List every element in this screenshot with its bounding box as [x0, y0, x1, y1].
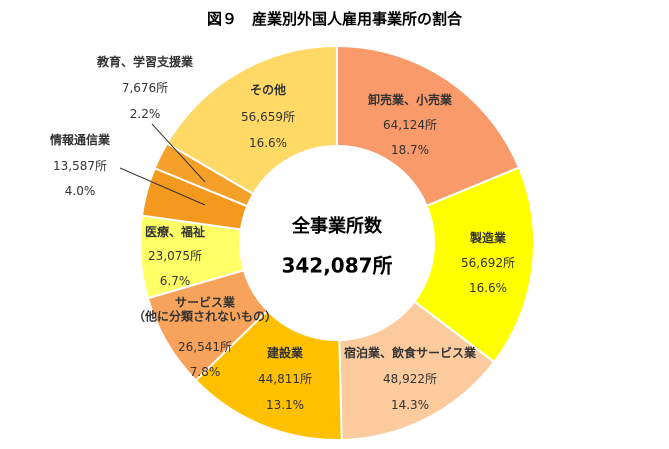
category-label: 教育、学習支援業 [96, 54, 194, 69]
donut-segment [336, 44, 521, 208]
category-label: 医療、福祉 [144, 224, 206, 239]
count-label: 48,922所 [383, 371, 437, 386]
category-label: 情報通信業 [49, 132, 111, 147]
count-label: 26,541所 [178, 339, 232, 354]
category-label: 宿泊業、飲食サービス業 [343, 345, 477, 360]
chart-title: 図９ 産業別外国人雇用事業所の割合 [206, 10, 462, 28]
percent-label: 16.6% [468, 280, 508, 295]
center-label: 全事業所数 [292, 216, 382, 237]
count-label: 56,659所 [241, 109, 295, 124]
category-label: 建設業 [266, 345, 304, 360]
percent-label: 6.7% [159, 273, 191, 288]
category-label: 卸売業、小売業 [367, 92, 453, 107]
leader-line [119, 167, 206, 206]
percent-label: 16.6% [248, 135, 288, 150]
percent-label: 7.8% [189, 364, 221, 379]
center-total: 342,087所 [281, 253, 393, 278]
category-label: サービス業 （他に分類されないもの） [132, 295, 278, 324]
percent-label: 14.3% [390, 397, 430, 412]
count-label: 56,692所 [461, 255, 515, 270]
percent-label: 18.7% [390, 142, 430, 157]
percent-label: 2.2% [129, 106, 161, 121]
leader-line [151, 123, 206, 183]
donut-segment [338, 300, 496, 441]
category-label: その他 [249, 82, 287, 97]
count-label: 7,676所 [121, 80, 169, 95]
count-label: 64,124所 [383, 117, 437, 132]
count-label: 44,811所 [258, 371, 312, 386]
percent-label: 4.0% [64, 183, 96, 198]
donut-segment [412, 166, 535, 364]
count-label: 23,075所 [148, 248, 202, 263]
percent-label: 13.1% [265, 397, 305, 412]
category-label: 製造業 [469, 230, 507, 245]
count-label: 13,587所 [53, 158, 107, 173]
donut-segment [165, 44, 338, 196]
